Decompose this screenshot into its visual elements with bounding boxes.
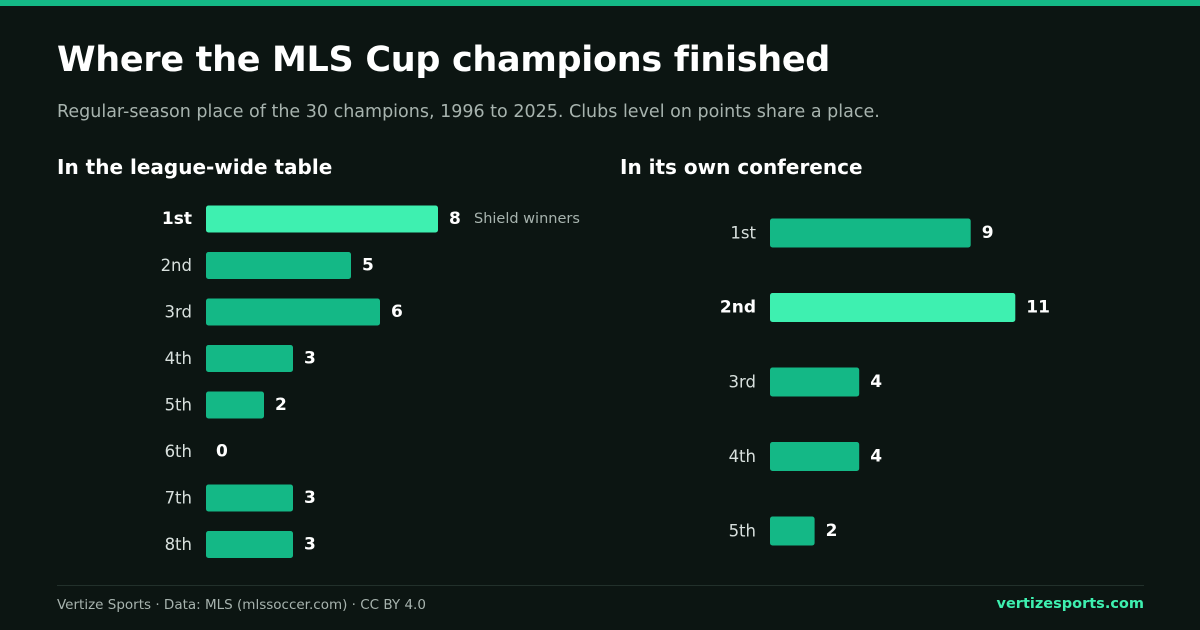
league-category-label-1st: 1st [162,209,192,229]
league-chart: 1st 8 Shield winners 2nd 5 3rd 6 4th 3 5th 2 6th 0 7t… [161,205,580,558]
conference-bar-5th [770,516,815,546]
league-bar-4th [206,345,293,372]
league-value-label-2nd: 5 [362,256,374,276]
conference-value-label-4th: 4 [870,447,882,467]
footer-credit: Vertize Sports · Data: MLS (mlssoccer.co… [57,597,426,613]
conference-value-label-2nd: 11 [1026,298,1050,318]
chart-title: Where the MLS Cup champions finished [57,40,831,80]
conference-category-label-4th: 4th [729,447,756,466]
conference-bar-3rd [770,367,860,397]
chart-subtitle: Regular-season place of the 30 champions… [57,102,880,122]
conference-bar-1st [770,218,971,248]
footer-site-link[interactable]: vertizesports.com [996,596,1144,612]
conference-category-label-1st: 1st [730,224,756,243]
league-value-label-8th: 3 [304,535,316,555]
top-accent-bar [0,0,1200,6]
league-bar-5th [206,391,264,419]
conference-category-label-2nd: 2nd [720,298,756,318]
league-category-label-2nd: 2nd [161,256,192,275]
league-bar-8th [206,531,293,558]
conference-chart: 1st 9 2nd 11 3rd 4 4th 4 5th 2 [720,218,1050,546]
league-value-label-7th: 3 [304,488,316,508]
conference-category-label-3rd: 3rd [729,373,756,392]
league-value-label-3rd: 6 [391,302,403,322]
footer-divider [57,585,1144,586]
conference-bar-4th [770,442,860,471]
league-value-label-1st: 8 [449,209,461,229]
league-category-label-8th: 8th [165,535,192,554]
league-bar-2nd [206,252,351,279]
league-category-label-4th: 4th [165,349,192,368]
league-value-label-5th: 2 [275,395,287,415]
conference-value-label-3rd: 4 [870,372,882,392]
conference-bar-2nd [770,293,1016,322]
league-bar-3rd [206,298,380,326]
conference-panel-title: In its own conference [620,155,863,179]
league-category-label-6th: 6th [165,442,192,461]
league-table-panel-title: In the league-wide table [57,155,333,179]
league-category-label-3rd: 3rd [165,303,192,322]
league-bar-1st [206,205,438,233]
league-category-label-5th: 5th [165,396,192,415]
league-annotation: Shield winners [474,211,580,227]
league-value-label-4th: 3 [304,349,316,369]
conference-value-label-1st: 9 [982,223,994,243]
league-category-label-7th: 7th [165,489,192,508]
bar-charts: 1st 8 Shield winners 2nd 5 3rd 6 4th 3 5th 2 6th 0 7t… [161,205,1050,558]
league-bar-7th [206,484,293,512]
conference-category-label-5th: 5th [729,522,756,541]
conference-value-label-5th: 2 [826,521,838,541]
league-value-label-6th: 0 [216,442,228,462]
